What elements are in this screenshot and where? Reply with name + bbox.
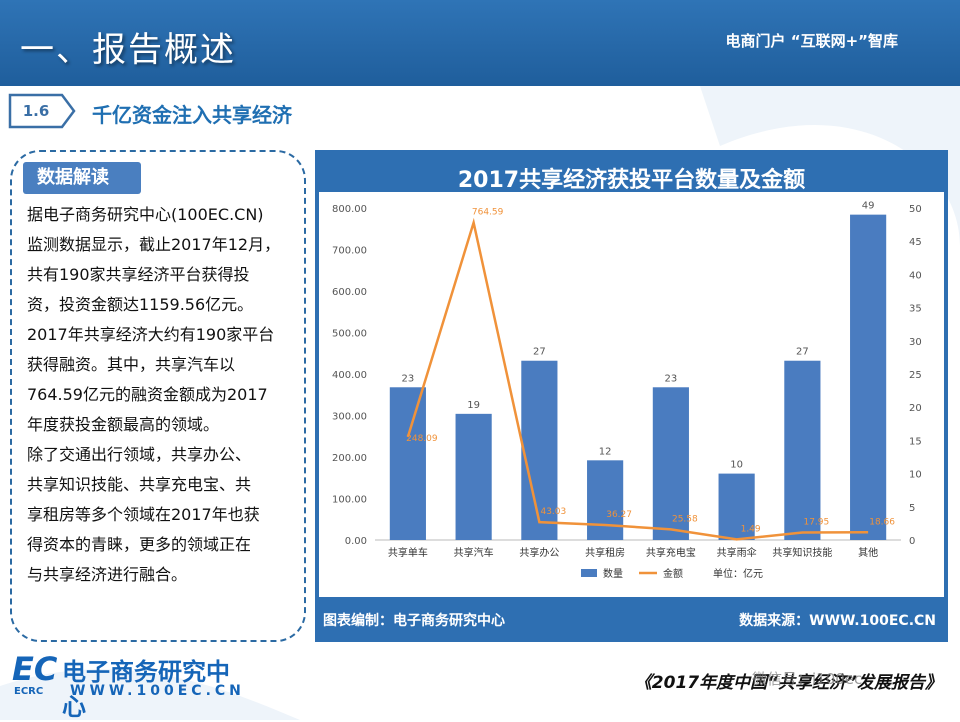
logo-name: 电子商务研究中心 [62, 658, 230, 721]
bar [521, 360, 558, 540]
header-slogan: 电商门户 “互联网+”智库 [725, 32, 898, 50]
left-axis-tick: 100.00 [332, 495, 367, 506]
text-line: 得资本的青睐，更多的领域正在 [27, 535, 252, 554]
ecrc-logo: EC 电子商务研究中心 ECRC WWW.100EC.CN [12, 650, 245, 721]
left-axis-tick: 0.00 [345, 536, 367, 547]
text-line: 与共享经济进行融合。 [27, 565, 188, 584]
text-line: 获得融资。其中，共享汽车以 [27, 355, 236, 374]
bar-data-label: 23 [402, 373, 415, 384]
bar [455, 413, 492, 540]
line-data-label: 25.58 [672, 514, 698, 524]
right-axis-tick: 15 [909, 436, 922, 447]
header-bar: 一、报告概述 电商门户 “互联网+”智库 [0, 0, 960, 86]
text-line: 资，投资金额达1159.56亿元。 [27, 295, 254, 314]
chart-title: 2017共享经济获投平台数量及金额 [457, 168, 806, 193]
bar-data-label: 12 [599, 446, 612, 457]
interpretation-text: 据电子商务研究中心(100EC.CN) 监测数据显示，截止2017年12月， 共… [27, 200, 299, 590]
text-line: 享租房等多个领域在2017年也获 [27, 505, 260, 524]
logo-url: WWW.100EC.CN [70, 683, 245, 699]
line-data-label: 43.03 [540, 507, 566, 517]
x-tick-label: 其他 [858, 546, 878, 559]
line-data-label: 1.49 [741, 524, 761, 534]
legend-swatch-count [581, 569, 597, 577]
interpretation-tag: 数据解读 [23, 162, 141, 194]
interpretation-box [10, 150, 306, 642]
section-number-badge: 1.6 [6, 93, 76, 129]
line-data-label: 36.27 [606, 510, 632, 520]
bar [784, 360, 821, 540]
right-axis-tick: 0 [909, 536, 915, 547]
unit-note: 单位：亿元 [713, 567, 763, 580]
x-tick-label: 共享办公 [519, 546, 559, 559]
text-line: 据电子商务研究中心(100EC.CN) [27, 205, 264, 224]
x-tick-label: 共享单车 [388, 546, 428, 559]
bar-data-label: 10 [730, 460, 743, 471]
logo-abbr: ECRC [14, 686, 44, 697]
left-axis-tick: 600.00 [332, 287, 367, 298]
legend-label-amount: 金额 [663, 567, 683, 580]
right-axis-tick: 5 [909, 503, 915, 514]
report-title: 《2017年度中国“共享经济”发展报告》 [634, 673, 942, 693]
bar-data-label: 27 [533, 347, 546, 358]
left-axis-tick: 300.00 [332, 412, 367, 423]
chart-svg: 0.00 100.00 200.00 300.00 400.00 500.00 600.00… [332, 201, 922, 580]
text-line: 除了交通出行领域，共享办公、 [27, 445, 252, 464]
section-title: 千亿资金注入共享经济 [92, 103, 292, 127]
right-axis-tick: 20 [909, 403, 922, 414]
chart-panel: 2017共享经济获投平台数量及金额 0.00 100.00 200.00 300.00… [315, 150, 948, 642]
amount-line [406, 217, 869, 541]
left-axis-tick: 200.00 [332, 453, 367, 464]
text-line: 共有190家共享经济平台获得投 [27, 265, 250, 284]
line-data-label: 248.09 [406, 434, 438, 444]
left-axis-tick: 800.00 [332, 204, 367, 215]
text-line: 2017年共享经济大约有190家平台 [27, 325, 275, 344]
bar-data-label: 49 [862, 201, 875, 212]
left-axis-tick: 500.00 [332, 329, 367, 340]
logo-mark: EC [12, 650, 58, 688]
bar-data-label: 19 [467, 400, 480, 411]
right-axis-tick: 10 [909, 470, 922, 481]
line-data-label: 764.59 [472, 208, 504, 218]
bar [718, 473, 755, 540]
x-tick-label: 共享汽车 [454, 546, 494, 559]
bar [652, 387, 689, 540]
text-line: 共享知识技能、共享充电宝、共 [27, 475, 252, 494]
left-axis-tick: 700.00 [332, 246, 367, 257]
x-tick-label: 共享租房 [585, 546, 625, 559]
bar-data-label: 27 [796, 347, 809, 358]
right-axis-tick: 50 [909, 204, 922, 215]
right-axis-tick: 45 [909, 237, 922, 248]
right-axis-tick: 35 [909, 304, 922, 315]
right-axis-tick: 30 [909, 337, 922, 348]
bar [389, 387, 426, 540]
text-line: 监测数据显示，截止2017年12月， [27, 235, 281, 254]
x-tick-label: 共享雨伞 [717, 546, 757, 559]
chart-footer-compiler: 图表编制：电子商务研究中心 [323, 613, 505, 629]
section-number: 1.6 [22, 102, 50, 120]
chart-area: 0.00 100.00 200.00 300.00 400.00 500.00 600.00… [319, 192, 944, 597]
line-data-label: 18.66 [869, 517, 895, 527]
right-axis-tick: 40 [909, 270, 922, 281]
text-line: 764.59亿元的融资金额成为2017 [27, 385, 268, 404]
bar-data-label: 23 [665, 373, 678, 384]
left-axis-tick: 400.00 [332, 370, 367, 381]
bar [850, 214, 887, 540]
right-axis-tick: 25 [909, 370, 922, 381]
page-title: 一、报告概述 [20, 30, 236, 70]
x-tick-label: 共享充电宝 [646, 546, 696, 559]
wechat-watermark: 微信号：i100ec [752, 670, 863, 688]
legend-label-count: 数量 [603, 567, 623, 580]
line-data-label: 17.95 [803, 518, 829, 528]
chart-footer-source: 数据来源：WWW.100EC.CN [739, 613, 936, 629]
text-line: 年度获投金额最高的领域。 [27, 415, 220, 434]
bar [587, 460, 624, 540]
x-tick-label: 共享知识技能 [772, 546, 832, 559]
